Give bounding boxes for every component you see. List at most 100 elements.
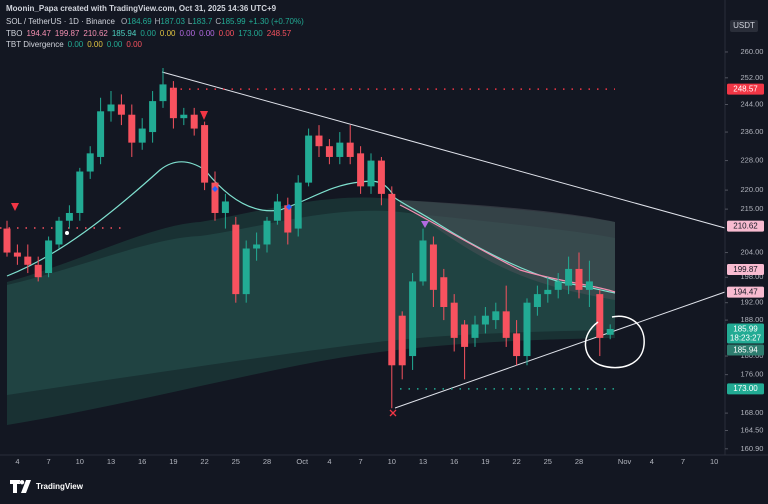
y-tick-label: 188.00 — [741, 315, 764, 324]
candle-body — [149, 101, 157, 133]
candle-body — [471, 324, 479, 338]
candle-body — [367, 160, 375, 187]
x-tick-label: 7 — [47, 457, 51, 466]
y-tick-label: 228.00 — [741, 156, 764, 165]
y-tick-label: 204.00 — [741, 248, 764, 257]
candle-body — [284, 205, 292, 233]
price-label: 194.47 — [733, 287, 758, 296]
price-label-box — [727, 263, 764, 275]
price-label-box — [727, 220, 764, 232]
currency-box — [730, 20, 758, 32]
candle-body — [409, 281, 417, 357]
ohlc-value: 187.03 — [160, 17, 185, 26]
ohlc-value: 184.69 — [127, 17, 152, 26]
signal-marker — [212, 186, 218, 192]
tbo-fast-line — [6, 161, 616, 294]
price-label-box — [727, 383, 764, 395]
indicator-value: 248.57 — [267, 29, 292, 38]
signal-marker — [200, 111, 208, 120]
indicator-value: 210.62 — [83, 29, 108, 38]
indicator-value: 199.87 — [55, 29, 80, 38]
signal-marker — [65, 231, 69, 235]
trendline-lower — [394, 291, 726, 409]
price-label: 248.57 — [733, 84, 758, 93]
indicator-row: TBO 194.47 199.87 210.62 185.94 0.00 0.00 0.00 0… — [6, 29, 292, 38]
brand: TradingView — [36, 482, 84, 491]
y-tick-label: 192.00 — [741, 298, 764, 307]
indicator-legend: TBO 194.47 199.87 210.62 185.94 0.00 0.00 0.00 0… — [6, 29, 292, 49]
candle-body — [481, 315, 489, 325]
candle-body — [294, 182, 302, 229]
y-tick-label: 244.00 — [741, 99, 764, 108]
indicator-row: TBT Divergence 0.00 0.00 0.00 0.00 — [6, 40, 143, 49]
x-tick-label: 25 — [232, 457, 240, 466]
candle-body — [159, 84, 167, 102]
candle-body — [305, 135, 313, 183]
candle-body — [253, 244, 261, 249]
price-label: 210.62 — [733, 221, 758, 230]
indicator-name: TBO — [6, 29, 22, 38]
x-tick-label: 22 — [512, 457, 520, 466]
candle-body — [180, 114, 188, 119]
x-tick-label: 4 — [15, 457, 19, 466]
candle-body — [336, 142, 344, 157]
candle-body — [346, 142, 354, 157]
candle-body — [461, 324, 469, 347]
x-tick-label: 16 — [138, 457, 146, 466]
indicator-value: 194.47 — [26, 29, 51, 38]
annotation-circle — [584, 315, 645, 369]
candle-body — [429, 244, 437, 290]
trendline-upper — [161, 71, 726, 229]
candle-body — [242, 248, 250, 295]
indicator-value: 0.00 — [107, 40, 123, 49]
symbol: SOL / TetherUS · 1D · Binance — [6, 17, 115, 26]
price-label: 173.00 — [733, 384, 758, 393]
candle-body — [13, 252, 21, 257]
candle-body — [190, 114, 198, 129]
candle-body — [502, 311, 510, 338]
candle-body — [97, 111, 105, 157]
currency: USDT — [733, 21, 755, 30]
price-label-box — [727, 83, 764, 95]
candle-body — [419, 240, 427, 282]
x-tick-label: 10 — [388, 457, 396, 466]
candle-body — [273, 201, 281, 221]
candle-body — [440, 277, 448, 307]
indicator-value: 0.00 — [68, 40, 84, 49]
ohlc-value: 185.99 — [221, 17, 246, 26]
candle-body — [24, 256, 32, 265]
indicator-value: 0.00 — [126, 40, 142, 49]
candle-body — [65, 212, 73, 221]
ohlc-value: 183.7 — [192, 17, 213, 26]
y-tick-label: 236.00 — [741, 127, 764, 136]
signal-marker — [11, 203, 19, 211]
indicator-value: 185.94 — [112, 29, 137, 38]
candle-body — [533, 294, 541, 307]
y-tick-label: 198.00 — [741, 272, 764, 281]
y-tick-label: 215.00 — [741, 204, 764, 213]
change: +1.30 (+0.70%) — [249, 17, 304, 26]
y-tick-label: 160.90 — [741, 444, 764, 453]
indicator-value: 173.00 — [238, 29, 263, 38]
candle-body — [606, 328, 614, 335]
candle-body — [388, 193, 396, 366]
candle-body — [86, 153, 94, 172]
indicator-value: 0.00 — [160, 29, 176, 38]
x-tick-label: 7 — [359, 457, 363, 466]
indicator-value: 0.00 — [219, 29, 235, 38]
y-tick-label: 252.00 — [741, 73, 764, 82]
candles — [3, 68, 614, 409]
candle-body — [263, 220, 271, 245]
countdown: 18:23:27 — [730, 334, 762, 343]
x-tick-label: 28 — [575, 457, 583, 466]
candle-body — [45, 240, 53, 274]
price-label-box — [727, 344, 764, 356]
candle-body — [117, 104, 125, 115]
indicator-value: 0.00 — [199, 29, 215, 38]
candle-body — [513, 333, 521, 357]
y-tick-label: 164.50 — [741, 425, 764, 434]
x-tick-label: 13 — [419, 457, 427, 466]
x-tick-label: 10 — [710, 457, 718, 466]
x-tick-label: Nov — [618, 457, 632, 466]
